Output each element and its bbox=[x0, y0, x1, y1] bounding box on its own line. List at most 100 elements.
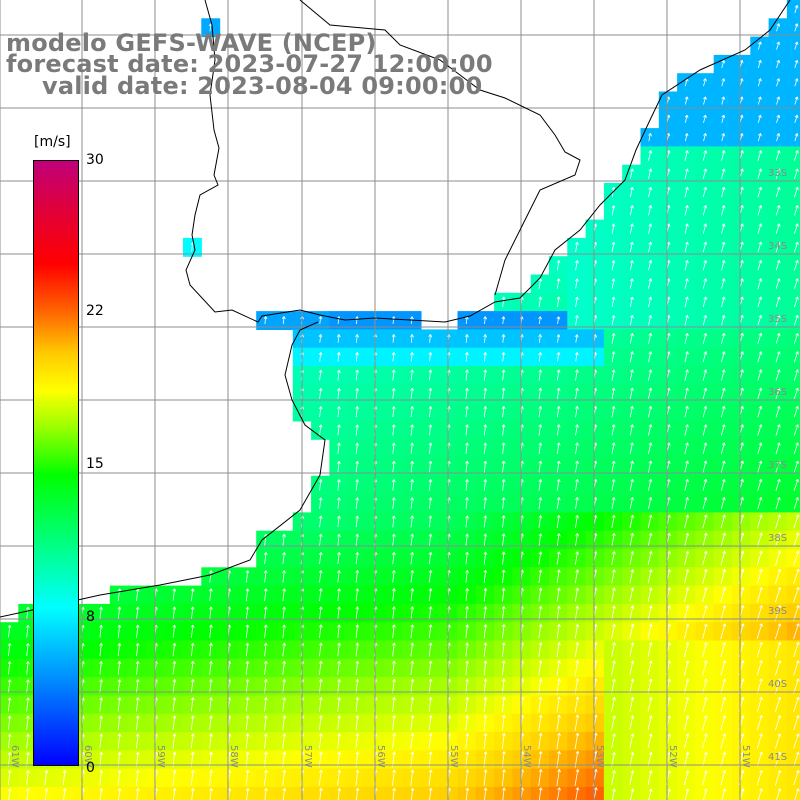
wind-arrow bbox=[648, 296, 653, 308]
wind-arrow bbox=[648, 278, 653, 289]
wind-arrow bbox=[209, 642, 213, 657]
wind-arrow bbox=[648, 186, 653, 198]
wind-arrow bbox=[117, 624, 122, 638]
wind-arrow bbox=[775, 223, 781, 234]
wind-arrow bbox=[757, 78, 762, 87]
wind-cell bbox=[786, 292, 800, 312]
wind-arrow bbox=[465, 352, 469, 362]
wind-arrow bbox=[794, 41, 799, 50]
wind-arrow bbox=[648, 333, 653, 344]
wind-arrow bbox=[574, 678, 580, 694]
wind-arrow bbox=[611, 569, 616, 584]
wind-arrow bbox=[392, 787, 396, 800]
wind-arrow bbox=[611, 623, 616, 639]
wind-arrow bbox=[793, 405, 799, 418]
wind-arrow bbox=[684, 733, 690, 749]
wind-arrow bbox=[391, 479, 396, 491]
wind-arrow bbox=[428, 787, 433, 800]
wind-arrow bbox=[337, 660, 341, 675]
wind-arrow bbox=[337, 533, 341, 546]
wind-arrow bbox=[648, 788, 653, 800]
wind-arrow bbox=[282, 769, 287, 786]
wind-arrow bbox=[684, 333, 689, 344]
wind-arrow bbox=[465, 424, 469, 436]
wind-arrow bbox=[684, 114, 689, 123]
wind-arrow bbox=[263, 552, 268, 565]
wind-cell bbox=[786, 0, 800, 19]
wind-arrow bbox=[501, 478, 506, 491]
wind-arrow bbox=[337, 715, 342, 731]
wind-arrow bbox=[410, 533, 415, 546]
wind-arrow bbox=[684, 497, 689, 510]
wind-arrow bbox=[684, 150, 689, 161]
wind-arrow bbox=[410, 787, 415, 800]
wind-arrow bbox=[355, 352, 359, 362]
wind-arrow bbox=[757, 332, 763, 345]
wind-arrow bbox=[337, 642, 341, 657]
wind-arrow bbox=[465, 787, 470, 800]
wind-arrow bbox=[117, 769, 122, 786]
wind-arrow bbox=[793, 769, 800, 786]
wind-arrow bbox=[720, 514, 726, 529]
wind-arrow bbox=[775, 586, 782, 603]
wind-arrow bbox=[629, 296, 634, 307]
wind-arrow bbox=[703, 114, 707, 123]
wind-arrow bbox=[538, 678, 543, 694]
wind-arrow bbox=[318, 606, 323, 620]
wind-arrow bbox=[245, 769, 250, 786]
wind-arrow bbox=[282, 552, 286, 565]
wind-arrow bbox=[720, 460, 726, 473]
wind-arrow bbox=[172, 715, 177, 731]
wind-cell bbox=[786, 128, 800, 147]
wind-arrow bbox=[318, 715, 323, 731]
wind-arrow bbox=[776, 41, 781, 50]
wind-arrow bbox=[135, 697, 140, 712]
wind-arrow bbox=[355, 497, 360, 509]
wind-arrow bbox=[392, 733, 396, 749]
wind-arrow bbox=[7, 624, 12, 638]
wind-arrow bbox=[282, 606, 286, 620]
wind-arrow bbox=[647, 532, 653, 547]
wind-arrow bbox=[611, 551, 616, 565]
wind-arrow bbox=[629, 205, 634, 216]
wind-arrow bbox=[757, 150, 763, 161]
wind-arrow bbox=[318, 533, 323, 546]
wind-arrow bbox=[720, 478, 726, 491]
wind-arrow bbox=[794, 278, 799, 289]
wind-arrow bbox=[684, 478, 689, 491]
wind-arrow bbox=[757, 133, 762, 142]
wind-arrow bbox=[629, 605, 635, 621]
wind-arrow bbox=[684, 186, 689, 198]
wind-arrow bbox=[629, 168, 634, 179]
wind-arrow bbox=[611, 697, 616, 712]
wind-arrow bbox=[465, 606, 470, 620]
wind-arrow bbox=[538, 551, 543, 565]
wind-arrow bbox=[647, 605, 653, 621]
wind-arrow bbox=[775, 405, 781, 418]
wind-arrow bbox=[465, 678, 470, 694]
wind-arrow bbox=[794, 96, 799, 105]
coastline bbox=[0, 0, 791, 618]
wind-arrow bbox=[392, 697, 396, 712]
wind-arrow bbox=[501, 387, 506, 399]
wind-arrow bbox=[684, 387, 689, 399]
wind-cell bbox=[786, 18, 800, 38]
wind-arrow bbox=[629, 569, 635, 584]
wind-arrow bbox=[702, 369, 708, 381]
wind-arrow bbox=[318, 334, 323, 343]
wind-arrow bbox=[538, 352, 543, 362]
wind-arrow bbox=[318, 588, 323, 602]
wind-arrow bbox=[629, 460, 634, 473]
wind-arrow bbox=[336, 369, 341, 381]
wind-arrow bbox=[264, 715, 268, 731]
longitude-label: 55W bbox=[448, 745, 459, 768]
wind-arrow bbox=[575, 787, 580, 800]
wind-arrow bbox=[702, 150, 708, 161]
wind-arrow bbox=[483, 387, 488, 399]
wind-arrow bbox=[720, 696, 727, 713]
wind-arrow bbox=[720, 605, 727, 621]
wind-arrow bbox=[209, 769, 213, 786]
wind-cell bbox=[786, 73, 800, 93]
wind-arrow bbox=[99, 715, 104, 730]
wind-arrow bbox=[702, 405, 708, 418]
